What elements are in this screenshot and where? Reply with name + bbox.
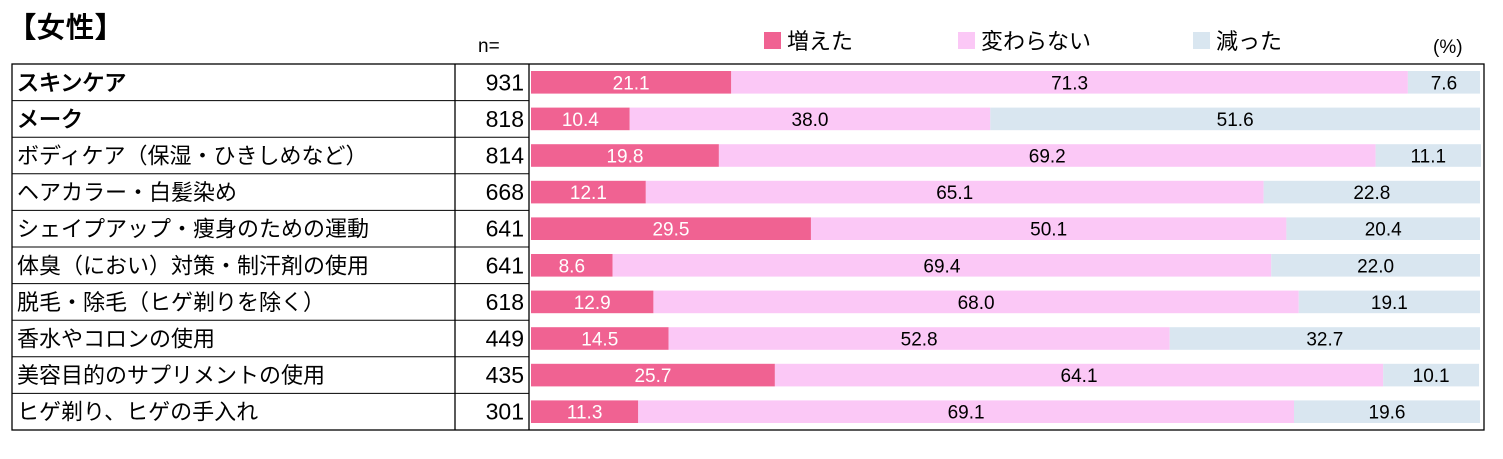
data-label-decreased: 20.4	[1365, 220, 1402, 241]
bar-segment-increased	[531, 400, 639, 423]
legend-swatch-decreased	[1193, 31, 1210, 49]
category-label: 体臭（におい）対策・制汗剤の使用	[17, 254, 369, 279]
data-label-decreased: 22.8	[1353, 183, 1390, 204]
data-label-decreased: 7.6	[1431, 73, 1457, 94]
bar-segment-decreased	[1298, 290, 1480, 314]
legend-swatch-increased	[764, 31, 781, 49]
bar-segment-increased	[531, 144, 719, 167]
data-label-increased: 8.6	[559, 256, 585, 277]
bar-segment-decreased	[1286, 217, 1480, 240]
bar-segment-decreased	[1293, 400, 1480, 423]
data-label-decreased: 10.1	[1413, 366, 1450, 387]
bar-segment-unchanged	[774, 363, 1384, 387]
data-label-unchanged: 69.1	[948, 403, 985, 424]
bar-segment-increased	[531, 254, 613, 277]
bar-segment-increased	[531, 363, 775, 387]
n-value: 668	[486, 179, 524, 205]
bar-segment-unchanged	[718, 144, 1376, 167]
category-label: ボディケア（保湿・ひきしめなど）	[17, 145, 367, 170]
data-label-increased: 10.4	[562, 110, 599, 131]
data-label-increased: 12.9	[574, 293, 611, 314]
bar-segment-unchanged	[668, 327, 1170, 350]
bar-segment-unchanged	[653, 290, 1299, 314]
bar-segment-increased	[531, 107, 630, 131]
legend-label-increased: 増えた	[787, 30, 854, 55]
legend-item-increased: 増えた	[764, 26, 854, 55]
bar-segment-unchanged	[810, 217, 1287, 240]
n-value: 814	[486, 143, 525, 169]
bar-segment-unchanged	[731, 71, 1408, 94]
category-label: シェイプアップ・痩身のための運動	[17, 218, 369, 243]
data-label-decreased: 19.1	[1371, 293, 1408, 314]
data-label-unchanged: 69.2	[1029, 147, 1066, 168]
bar-segment-decreased	[1383, 363, 1480, 387]
data-label-increased: 19.8	[606, 147, 643, 168]
data-label-unchanged: 64.1	[1061, 366, 1098, 387]
bar-segment-decreased	[1407, 71, 1480, 94]
data-label-unchanged: 52.8	[901, 330, 938, 351]
bar-segment-increased	[531, 180, 646, 204]
legend-swatch-unchanged	[958, 31, 975, 49]
category-label: スキンケア	[17, 71, 126, 96]
category-label: 香水やコロンの使用	[17, 328, 215, 353]
data-label-decreased: 51.6	[1217, 110, 1254, 131]
bar-segment-decreased	[1271, 254, 1480, 277]
data-label-increased: 14.5	[581, 330, 618, 351]
n-value: 641	[486, 216, 524, 242]
data-label-decreased: 22.0	[1357, 256, 1394, 277]
bar-segment-unchanged	[612, 254, 1272, 277]
legend-label-unchanged: 変わらない	[981, 30, 1092, 55]
category-label: 脱毛・除毛（ヒゲ剃りを除く）	[17, 291, 325, 316]
bar-segment-increased	[531, 217, 811, 240]
data-label-unchanged: 50.1	[1030, 220, 1067, 241]
bar-segment-decreased	[1169, 327, 1480, 350]
bar-segment-increased	[531, 290, 654, 314]
data-label-increased: 12.1	[570, 183, 607, 204]
chart-title: 【女性】	[8, 11, 125, 44]
n-value: 301	[486, 399, 524, 425]
n-value: 641	[486, 252, 524, 278]
n-value: 618	[486, 289, 524, 315]
data-label-unchanged: 65.1	[936, 183, 973, 204]
legend-label-decreased: 減った	[1216, 30, 1283, 55]
bar-segment-unchanged	[645, 180, 1264, 204]
bar-segment-decreased	[1263, 180, 1480, 204]
data-label-increased: 29.5	[652, 220, 689, 241]
category-label: メーク	[17, 108, 83, 133]
category-label: 美容目的のサプリメントの使用	[17, 364, 325, 389]
data-label-increased: 21.1	[613, 73, 650, 94]
legend-item-decreased: 減った	[1193, 26, 1283, 55]
bar-segment-unchanged	[629, 107, 991, 131]
bar-segment-decreased	[990, 107, 1480, 131]
data-label-unchanged: 38.0	[792, 110, 829, 131]
category-label: ヘアカラー・白髪染め	[17, 181, 237, 206]
data-label-decreased: 19.6	[1369, 403, 1406, 424]
unit-label: (%)	[1433, 37, 1463, 58]
n-value: 818	[486, 106, 524, 132]
data-label-unchanged: 68.0	[958, 293, 995, 314]
bar-segment-decreased	[1375, 144, 1481, 167]
bar-segment-unchanged	[638, 400, 1294, 423]
n-value: 435	[486, 362, 524, 388]
bar-segment-increased	[531, 327, 669, 350]
n-value: 931	[486, 69, 524, 95]
n-column-header: n=	[478, 36, 500, 57]
data-label-decreased: 11.1	[1410, 147, 1446, 168]
legend-item-unchanged: 変わらない	[958, 26, 1092, 55]
data-label-increased: 25.7	[634, 366, 671, 387]
data-label-unchanged: 69.4	[923, 256, 960, 277]
category-label: ヒゲ剃り、ヒゲの手入れ	[17, 401, 258, 426]
bar-segment-increased	[531, 71, 732, 94]
data-label-increased: 11.3	[567, 403, 603, 424]
n-value: 449	[486, 326, 524, 352]
data-label-unchanged: 71.3	[1051, 73, 1088, 94]
data-label-decreased: 32.7	[1306, 330, 1343, 351]
